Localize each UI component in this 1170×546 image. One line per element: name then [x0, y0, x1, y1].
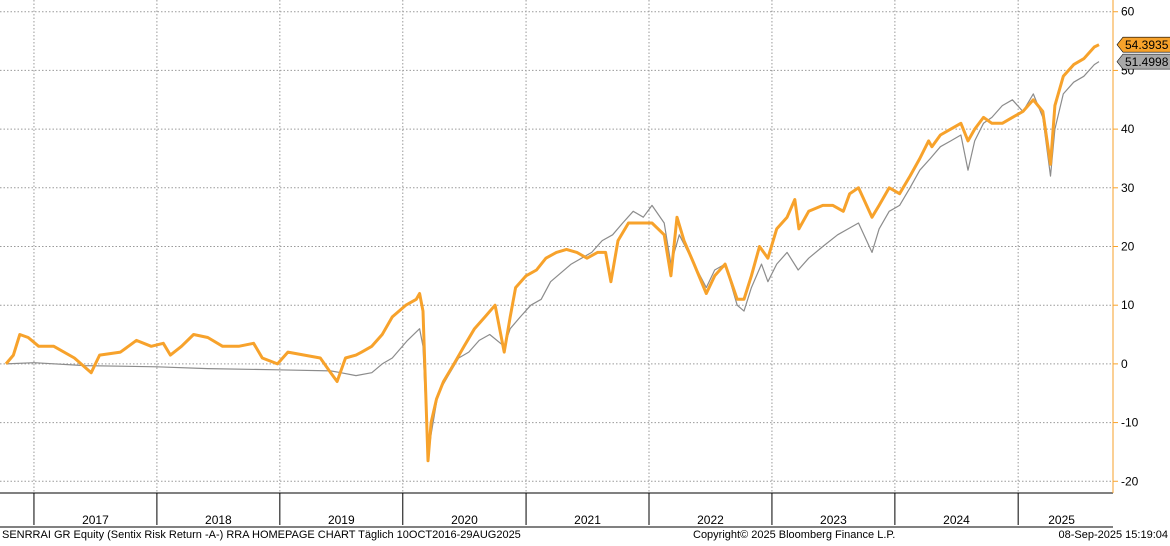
- y-tick-label: 20: [1121, 240, 1135, 254]
- last-value-flag-grey: 51.4998: [1116, 53, 1170, 70]
- y-tick-label: 60: [1121, 5, 1135, 19]
- x-tick-label: 2018: [205, 513, 232, 527]
- y-tick-label: 30: [1121, 181, 1135, 195]
- x-tick-label: 2020: [451, 513, 478, 527]
- footer-copyright: Copyright© 2025 Bloomberg Finance L.P.: [693, 529, 896, 541]
- footer-timestamp: 08-Sep-2025 15:19:04: [1058, 529, 1168, 541]
- x-tick-label: 2024: [943, 513, 970, 527]
- x-tick-label: 2023: [820, 513, 847, 527]
- x-tick-label: 2025: [1048, 513, 1075, 527]
- series-lines: [4, 43, 1100, 463]
- x-tick-labels: 2017 2018 2019 2020 2021 2022 2023 2024 2025: [82, 513, 1075, 527]
- series-line-grey: [5, 61, 1100, 459]
- y-tick-label: 10: [1121, 298, 1135, 312]
- x-tick-label: 2021: [574, 513, 601, 527]
- series-line-orange: [4, 43, 1100, 463]
- y-tick-label: -10: [1121, 416, 1139, 430]
- y-tick-label: -20: [1121, 474, 1139, 488]
- last-value-label: 51.4998: [1125, 55, 1169, 69]
- axes: [0, 0, 1118, 528]
- y-tick-label: 40: [1121, 122, 1135, 136]
- last-value-label: 54.3935: [1125, 38, 1169, 52]
- x-tick-label: 2022: [697, 513, 724, 527]
- last-value-flag-orange: 54.3935: [1116, 36, 1170, 53]
- x-tick-label: 2019: [328, 513, 355, 527]
- y-tick-label: 0: [1121, 357, 1128, 371]
- last-value-flags: 54.3935 51.4998: [1116, 36, 1170, 70]
- x-tick-label: 2017: [82, 513, 109, 527]
- footer-description: SENRRAI GR Equity (Sentix Risk Return -A…: [2, 529, 521, 541]
- grid-lines: [0, 0, 1113, 493]
